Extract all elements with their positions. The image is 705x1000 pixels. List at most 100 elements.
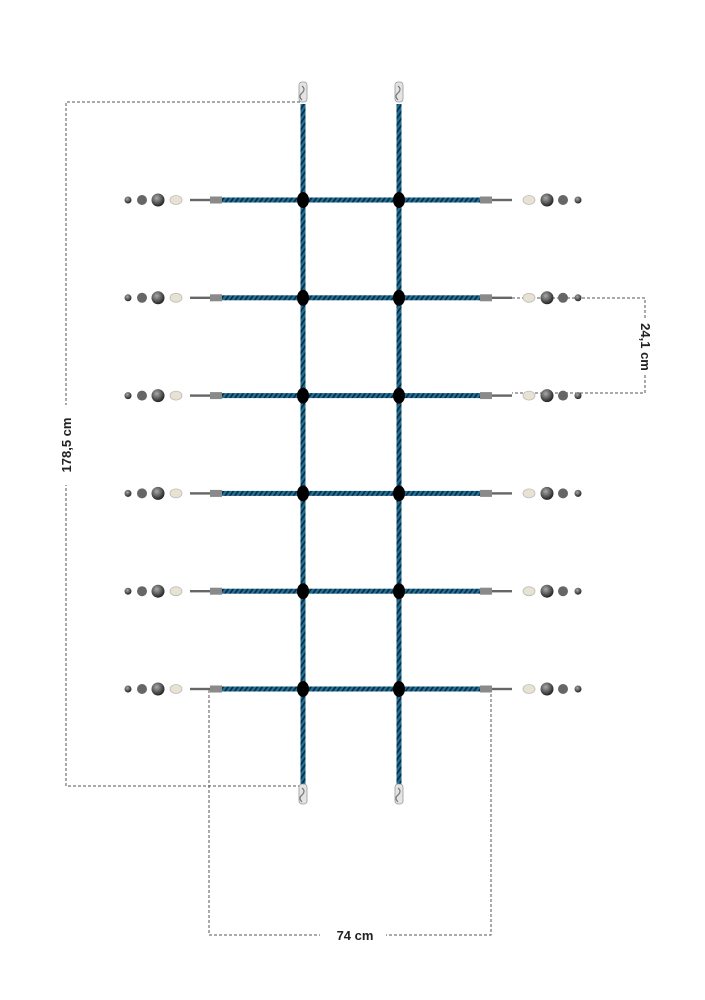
washer-icon: [169, 586, 183, 597]
rope-knot: [393, 681, 405, 697]
ladder: [124, 81, 582, 805]
rope-knot: [393, 387, 405, 404]
washer-icon: [169, 390, 183, 401]
threaded-rod: [492, 394, 512, 397]
width-dimension-line: [208, 690, 492, 936]
hook-icon: [299, 787, 305, 803]
washer-icon: [169, 292, 183, 303]
threaded-rod: [190, 492, 210, 495]
nut-icon: [124, 392, 132, 400]
rung-rope: [222, 490, 480, 496]
side-rope: [396, 104, 402, 784]
ball-cap-icon: [540, 193, 554, 207]
nut-icon: [574, 294, 582, 302]
washer-icon: [522, 292, 536, 303]
threaded-rod: [492, 590, 512, 593]
nut-icon: [124, 587, 132, 595]
rope-sleeve: [210, 587, 222, 595]
nut-icon: [124, 294, 132, 302]
nut-icon: [574, 196, 582, 204]
rope-knot: [393, 289, 405, 306]
ball-cap-icon: [151, 486, 165, 500]
rope-knot: [393, 192, 405, 208]
washer-icon: [558, 195, 568, 205]
washer-icon: [558, 488, 568, 499]
rung-rope: [222, 295, 480, 301]
washer-icon: [137, 390, 147, 401]
rope-knot: [297, 192, 309, 208]
washer-icon: [137, 488, 147, 499]
rope-sleeve: [480, 294, 492, 302]
nut-icon: [574, 587, 582, 595]
washer-icon: [137, 684, 147, 694]
hook-icon: [299, 85, 305, 101]
nut-icon: [574, 489, 582, 497]
ball-cap-icon: [540, 682, 554, 696]
ball-cap-icon: [540, 486, 554, 500]
threaded-rod: [492, 687, 512, 691]
rung-rope: [222, 197, 480, 203]
nut-icon: [124, 685, 132, 693]
threaded-rod: [492, 296, 512, 299]
nut-icon: [124, 196, 132, 204]
washer-icon: [522, 586, 536, 597]
nut-icon: [574, 685, 582, 693]
washer-icon: [558, 684, 568, 694]
threaded-rod: [190, 394, 210, 397]
threaded-rod: [190, 198, 210, 202]
hook-icon: [395, 787, 401, 803]
hook-icon: [395, 85, 401, 101]
ball-cap-icon: [151, 291, 165, 305]
rope-knot: [393, 583, 405, 600]
rope-sleeve: [480, 392, 492, 400]
ball-cap-icon: [151, 682, 165, 696]
nut-icon: [574, 392, 582, 400]
rope-sleeve: [210, 489, 222, 497]
rope-knot: [297, 485, 309, 502]
rope-sleeve: [210, 294, 222, 302]
washer-icon: [522, 684, 536, 694]
threaded-rod: [190, 687, 210, 691]
rung-rope: [222, 686, 480, 692]
rope-sleeve: [480, 489, 492, 497]
rung-spacing-dimension-line: [512, 297, 646, 394]
rope-sleeve: [480, 196, 492, 204]
washer-icon: [558, 390, 568, 401]
ball-cap-icon: [540, 584, 554, 598]
dimension-lines: 178,5 cm 24,1 cm 74 cm: [59, 101, 653, 943]
rope-knot: [297, 289, 309, 306]
rope-sleeve: [480, 685, 492, 693]
height-dimension-line: [65, 101, 300, 787]
washer-icon: [137, 586, 147, 597]
height-label: 178,5 cm: [59, 418, 74, 473]
width-label: 74 cm: [337, 928, 374, 943]
ball-cap-icon: [151, 584, 165, 598]
rope-sleeve: [480, 587, 492, 595]
ball-cap-icon: [151, 193, 165, 207]
washer-icon: [558, 586, 568, 597]
rung-spacing-label: 24,1 cm: [638, 323, 653, 371]
threaded-rod: [492, 492, 512, 495]
washer-icon: [169, 195, 183, 205]
rope-knot: [393, 485, 405, 502]
rope-knot: [297, 681, 309, 697]
threaded-rod: [492, 198, 512, 202]
washer-icon: [522, 195, 536, 205]
ball-cap-icon: [540, 389, 554, 403]
rope-sleeve: [210, 392, 222, 400]
threaded-rod: [190, 296, 210, 299]
washer-icon: [169, 684, 183, 694]
ball-cap-icon: [540, 291, 554, 305]
washer-icon: [522, 488, 536, 499]
rung-rope: [222, 393, 480, 399]
rope-knot: [297, 583, 309, 600]
washer-icon: [558, 292, 568, 303]
side-rope: [300, 104, 306, 784]
nut-icon: [124, 489, 132, 497]
rope-knot: [297, 387, 309, 404]
threaded-rod: [190, 590, 210, 593]
rung-rope: [222, 588, 480, 594]
washer-icon: [522, 390, 536, 401]
washer-icon: [137, 292, 147, 303]
